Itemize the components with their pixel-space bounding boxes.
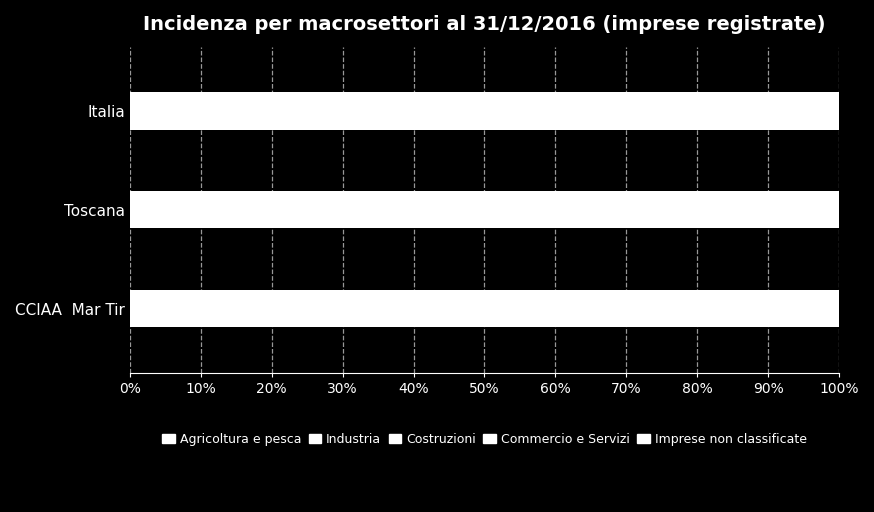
Legend: Agricoltura e pesca, Industria, Costruzioni, Commercio e Servizi, Imprese non cl: Agricoltura e pesca, Industria, Costruzi… <box>157 428 812 451</box>
Bar <box>129 290 839 327</box>
Bar <box>129 191 839 228</box>
Title: Incidenza per macrosettori al 31/12/2016 (imprese registrate): Incidenza per macrosettori al 31/12/2016… <box>143 15 826 34</box>
Bar <box>129 92 839 130</box>
